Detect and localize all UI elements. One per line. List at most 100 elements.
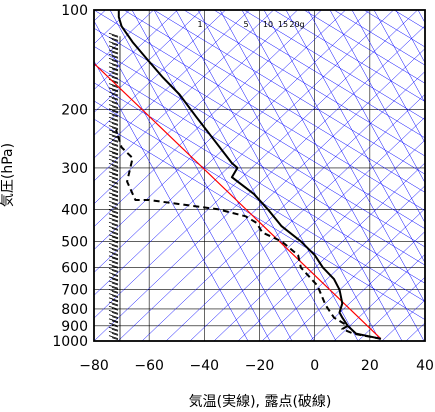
wind-barb: [108, 37, 119, 41]
skew-line: [94, 10, 418, 319]
y-tick-label: 100: [61, 3, 88, 19]
wind-barb: [108, 95, 119, 100]
wind-barb: [111, 165, 119, 168]
wind-barb: [111, 278, 119, 282]
moist-adiabat-line: [219, 10, 403, 341]
wind-barb: [111, 249, 119, 252]
wind-barb: [111, 76, 119, 80]
wind-barb: [111, 198, 119, 202]
wind-barb: [108, 310, 119, 314]
x-tick-label: 40: [416, 358, 434, 374]
wind-barb: [111, 299, 119, 303]
x-tick-label: −40: [190, 358, 220, 374]
y-tick-label: 800: [61, 302, 88, 318]
wind-barb: [111, 127, 119, 130]
wind-barb: [111, 47, 119, 51]
skew-line: [237, 162, 425, 341]
wind-barb: [111, 160, 119, 164]
wind-barb: [108, 200, 119, 205]
wind-barb: [111, 236, 119, 240]
wind-barb: [108, 247, 119, 251]
wind-barb: [108, 209, 119, 213]
wind-barb: [111, 228, 119, 231]
skew-line: [94, 10, 394, 296]
wind-barb: [108, 226, 119, 230]
adiabat-line: [94, 100, 425, 302]
adiabat-line: [94, 82, 425, 284]
wind-barb: [111, 181, 119, 185]
wind-barb: [111, 211, 119, 214]
y-tick-label: 400: [61, 202, 88, 218]
wind-barb: [108, 108, 119, 113]
moist-adiabat-line: [307, 10, 425, 224]
wind-barb: [108, 70, 119, 75]
wind-barb: [111, 282, 119, 286]
mixing-ratio-label: 15: [278, 20, 288, 29]
y-tick-label: 200: [61, 103, 88, 119]
skew-line: [261, 185, 425, 341]
wind-barb: [108, 276, 119, 281]
y-tick-label: 500: [61, 234, 88, 250]
wind-barb: [108, 192, 119, 197]
wind-barb: [108, 221, 119, 226]
skew-line: [94, 10, 298, 205]
adiabat-line: [303, 10, 425, 84]
moist-adiabat-line: [417, 10, 425, 24]
wind-barb: [108, 83, 119, 87]
adiabat-line: [273, 10, 425, 102]
wind-barb: [111, 135, 119, 139]
wind-barb: [111, 219, 119, 223]
dewpoint-line: [115, 129, 382, 340]
wind-barb: [111, 333, 119, 336]
wind-barb: [111, 102, 119, 105]
wind-barb: [108, 213, 119, 218]
wind-barb: [108, 146, 119, 150]
wind-barb: [108, 142, 119, 146]
wind-barb: [108, 322, 119, 327]
moist-adiabat-line: [241, 10, 425, 341]
skew-line: [285, 208, 425, 341]
wind-barb: [111, 64, 119, 67]
wind-barb: [108, 272, 119, 276]
wind-barb: [108, 297, 119, 302]
wind-barb: [111, 85, 119, 88]
wind-barb: [108, 196, 119, 201]
wind-barb: [108, 158, 119, 163]
wind-barb: [111, 324, 119, 328]
wind-barb: [111, 169, 119, 172]
wind-barb: [111, 337, 119, 340]
moist-adiabat-line: [153, 10, 337, 341]
wind-barb: [108, 301, 119, 306]
wind-barb: [111, 320, 119, 324]
wind-barb: [111, 72, 119, 76]
skew-line: [94, 10, 178, 90]
wind-barb: [108, 284, 119, 289]
moist-adiabat-line: [329, 10, 425, 184]
wind-barb: [111, 257, 119, 261]
wind-barb: [111, 114, 119, 118]
y-tick-label: 600: [61, 261, 88, 277]
wind-barb: [108, 74, 119, 79]
wind-barb: [108, 230, 119, 234]
wind-barb: [111, 55, 119, 59]
wind-barb: [108, 129, 119, 134]
skew-line: [94, 10, 250, 159]
wind-barb: [108, 45, 119, 50]
skew-line: [333, 253, 425, 341]
wind-barb: [108, 179, 119, 184]
moist-adiabat-line: [109, 10, 293, 341]
wind-barb: [108, 289, 119, 293]
wind-barb: [108, 154, 119, 159]
wind-barb: [111, 244, 119, 248]
wind-barb: [111, 303, 119, 307]
moist-adiabat-line: [94, 20, 271, 341]
wind-barb: [108, 41, 119, 45]
wind-barb: [111, 144, 119, 147]
wind-barb: [108, 150, 119, 155]
wind-barb: [111, 207, 119, 210]
wind-barb: [108, 32, 119, 37]
wind-barb: [108, 49, 119, 54]
wind-barb: [108, 263, 119, 268]
y-tick-label: 900: [61, 319, 88, 335]
wind-barb: [108, 66, 119, 71]
